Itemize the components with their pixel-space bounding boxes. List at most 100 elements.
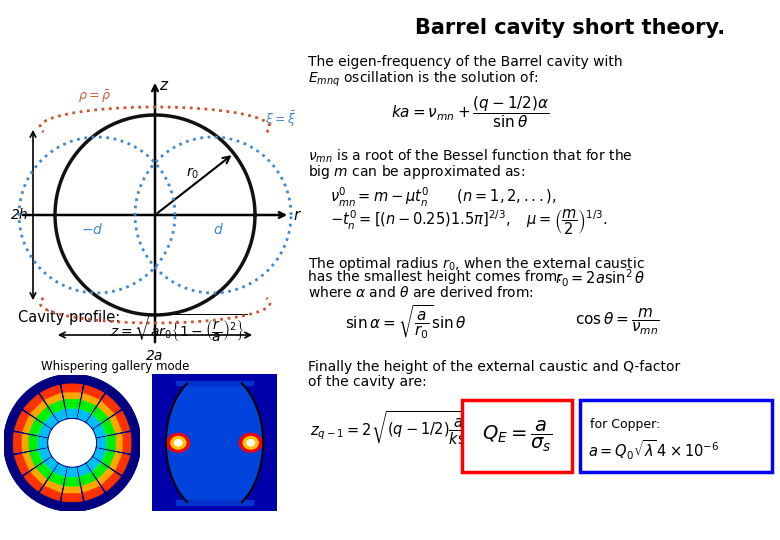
Polygon shape xyxy=(103,474,116,487)
Polygon shape xyxy=(28,453,34,467)
Polygon shape xyxy=(48,482,62,488)
Polygon shape xyxy=(44,487,61,495)
Polygon shape xyxy=(84,387,103,394)
Polygon shape xyxy=(101,471,113,484)
Polygon shape xyxy=(100,425,105,436)
Polygon shape xyxy=(98,406,109,417)
Polygon shape xyxy=(18,455,25,473)
Polygon shape xyxy=(125,433,126,453)
Polygon shape xyxy=(52,407,64,412)
Polygon shape xyxy=(105,451,111,464)
Polygon shape xyxy=(24,395,38,409)
Polygon shape xyxy=(127,433,128,453)
Polygon shape xyxy=(100,471,112,483)
Polygon shape xyxy=(62,385,83,386)
Polygon shape xyxy=(80,475,93,480)
Polygon shape xyxy=(31,452,37,465)
Polygon shape xyxy=(80,471,90,476)
Polygon shape xyxy=(176,500,254,504)
Polygon shape xyxy=(119,455,126,473)
Polygon shape xyxy=(35,422,40,435)
Polygon shape xyxy=(62,387,82,388)
Polygon shape xyxy=(48,399,62,405)
Polygon shape xyxy=(21,434,22,452)
Polygon shape xyxy=(34,405,46,416)
Text: $a = Q_0\sqrt{\lambda}\,4\times10^{-6}$: $a = Q_0\sqrt{\lambda}\,4\times10^{-6}$ xyxy=(588,438,719,462)
Polygon shape xyxy=(91,462,99,470)
Polygon shape xyxy=(110,453,116,467)
Polygon shape xyxy=(51,475,64,480)
Polygon shape xyxy=(51,404,64,409)
Polygon shape xyxy=(110,418,116,433)
Polygon shape xyxy=(89,459,96,467)
Polygon shape xyxy=(107,421,112,434)
Polygon shape xyxy=(44,487,61,494)
Polygon shape xyxy=(15,411,23,430)
Polygon shape xyxy=(55,412,66,416)
Polygon shape xyxy=(22,454,28,471)
Polygon shape xyxy=(88,421,94,427)
Polygon shape xyxy=(40,450,44,461)
Polygon shape xyxy=(120,412,128,430)
Polygon shape xyxy=(117,414,124,431)
Text: $z_{q-1} = 2\sqrt{(q-1/2)\dfrac{a\sin\theta}{k\sin 2\alpha}}$: $z_{q-1} = 2\sqrt{(q-1/2)\dfrac{a\sin\th… xyxy=(310,409,505,447)
Polygon shape xyxy=(41,387,60,395)
Polygon shape xyxy=(30,452,35,467)
Text: r: r xyxy=(293,207,300,222)
Polygon shape xyxy=(44,392,61,399)
Polygon shape xyxy=(80,408,91,413)
Polygon shape xyxy=(16,455,24,474)
Polygon shape xyxy=(119,413,126,431)
Polygon shape xyxy=(99,404,111,416)
Polygon shape xyxy=(50,477,63,483)
Polygon shape xyxy=(81,477,94,483)
Polygon shape xyxy=(110,453,116,467)
Polygon shape xyxy=(64,490,80,491)
Polygon shape xyxy=(40,425,44,436)
Polygon shape xyxy=(95,428,99,437)
Polygon shape xyxy=(33,470,44,482)
Polygon shape xyxy=(114,416,121,432)
Polygon shape xyxy=(176,381,254,386)
Polygon shape xyxy=(82,399,97,405)
Polygon shape xyxy=(43,463,51,472)
Polygon shape xyxy=(40,465,49,475)
Polygon shape xyxy=(48,418,55,426)
Polygon shape xyxy=(35,406,46,417)
Polygon shape xyxy=(101,424,105,435)
Polygon shape xyxy=(16,455,23,474)
Polygon shape xyxy=(37,424,42,435)
Text: $r_0 = 2a\sin^2\theta$: $r_0 = 2a\sin^2\theta$ xyxy=(555,267,645,289)
Polygon shape xyxy=(35,406,46,417)
Polygon shape xyxy=(102,400,115,413)
Polygon shape xyxy=(15,455,23,475)
Polygon shape xyxy=(100,470,112,482)
Polygon shape xyxy=(121,411,129,430)
Polygon shape xyxy=(102,400,115,413)
Polygon shape xyxy=(58,416,66,420)
Polygon shape xyxy=(50,421,56,427)
Polygon shape xyxy=(80,474,92,479)
Polygon shape xyxy=(80,411,90,415)
Polygon shape xyxy=(93,414,101,422)
Polygon shape xyxy=(130,433,131,453)
Polygon shape xyxy=(84,388,102,396)
Polygon shape xyxy=(80,404,94,409)
Polygon shape xyxy=(118,454,125,472)
Polygon shape xyxy=(124,434,125,452)
Polygon shape xyxy=(55,469,66,474)
Polygon shape xyxy=(39,450,44,461)
Polygon shape xyxy=(19,433,20,453)
Polygon shape xyxy=(43,414,51,422)
Polygon shape xyxy=(81,478,95,484)
Polygon shape xyxy=(25,453,32,469)
Ellipse shape xyxy=(167,434,190,452)
Polygon shape xyxy=(82,398,97,404)
Polygon shape xyxy=(41,492,59,500)
Polygon shape xyxy=(65,399,80,400)
Polygon shape xyxy=(66,407,78,408)
Polygon shape xyxy=(16,433,17,453)
Polygon shape xyxy=(62,389,82,390)
Polygon shape xyxy=(65,486,80,487)
Polygon shape xyxy=(57,415,66,419)
